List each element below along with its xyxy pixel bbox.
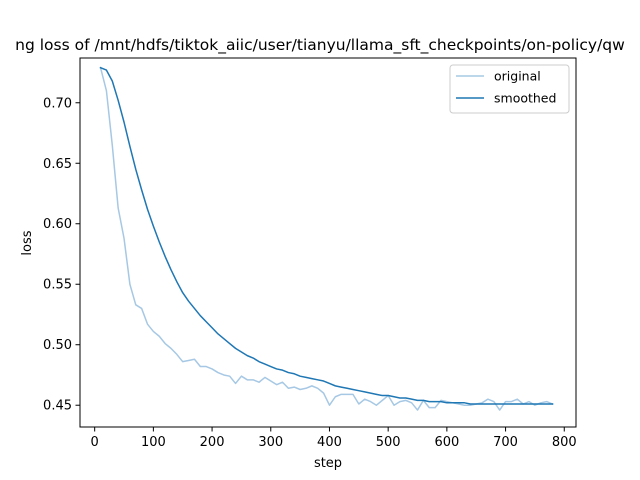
series-line-smoothed [99,66,554,405]
series-layer [99,66,554,411]
x-tick-label: 800 [552,435,577,450]
legend-label-smoothed: smoothed [494,91,556,106]
plot-frame [79,57,577,428]
plot-area [79,57,577,428]
x-tick-label: 400 [317,435,342,450]
y-tick-label: 0.65 [43,157,72,172]
x-axis: 0 100 200 300 400 500 600 700 800 [91,427,577,450]
x-tick-label: 500 [376,435,401,450]
y-tick-label: 0.50 [43,338,72,353]
y-tick-label: 0.70 [43,96,72,111]
x-tick-label: 600 [434,435,459,450]
legend: original smoothed [449,64,570,114]
x-tick-label: 200 [200,435,225,450]
y-axis-label: loss [20,230,35,255]
y-tick-label: 0.45 [43,399,72,414]
y-axis: 0.45 0.50 0.55 0.60 0.65 0.70 [43,96,80,414]
x-axis-label: step [314,456,342,471]
x-tick-label: 300 [258,435,283,450]
x-tick-label: 100 [141,435,166,450]
x-tick-label: 0 [91,435,99,450]
chart-title: ng loss of /mnt/hdfs/tiktok_aiic/user/ti… [15,36,625,55]
y-tick-label: 0.60 [43,217,72,232]
legend-label-original: original [494,69,541,84]
x-tick-label: 700 [493,435,518,450]
legend-box [449,64,570,114]
y-tick-label: 0.55 [43,278,72,293]
